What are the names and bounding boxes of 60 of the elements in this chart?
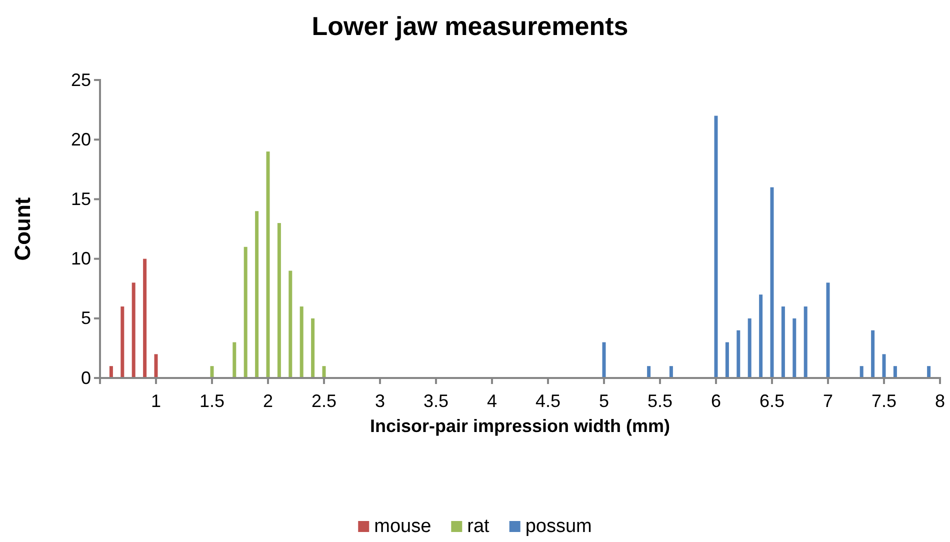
- bar: [714, 116, 718, 378]
- x-tick-label: 8: [934, 390, 946, 411]
- bar: [792, 318, 796, 378]
- x-tick-label: 4.5: [535, 390, 561, 411]
- bar: [882, 354, 886, 378]
- bar: [154, 354, 158, 378]
- bar: [210, 366, 214, 378]
- x-tick-label: 2: [262, 390, 274, 411]
- bar: [748, 318, 752, 378]
- bar: [143, 258, 147, 378]
- bar: [322, 366, 326, 378]
- y-tick-label: 15: [70, 188, 91, 209]
- bar: [781, 306, 785, 378]
- bar: [927, 366, 931, 378]
- bar: [132, 282, 136, 378]
- x-tick-label: 6.5: [759, 390, 785, 411]
- bar: [602, 342, 606, 378]
- x-tick-label: 3: [374, 390, 386, 411]
- bar: [826, 282, 830, 378]
- x-tick-label: 4: [486, 390, 498, 411]
- y-tick-label: 25: [70, 70, 91, 90]
- bar: [759, 294, 763, 378]
- bar: [770, 187, 774, 378]
- legend-label: possum: [525, 516, 592, 537]
- bar: [725, 342, 729, 378]
- bar: [277, 223, 281, 378]
- bar: [860, 366, 864, 378]
- bar: [804, 306, 808, 378]
- y-axis-title: Count: [10, 196, 35, 261]
- x-tick-label: 7: [822, 390, 834, 411]
- y-tick-label: 10: [70, 248, 91, 269]
- chart-title: Lower jaw measurements: [312, 11, 628, 41]
- legend-label: rat: [467, 516, 490, 537]
- bar: [647, 366, 651, 378]
- x-tick-label: 1.5: [199, 390, 225, 411]
- bar: [300, 306, 304, 378]
- y-tick-label: 20: [70, 129, 91, 150]
- x-tick-label: 7.5: [871, 390, 897, 411]
- bar: [109, 366, 113, 378]
- bar: [244, 246, 248, 378]
- bar: [736, 330, 740, 378]
- bar: [893, 366, 897, 378]
- x-axis-title: Incisor-pair impression width (mm): [370, 416, 670, 436]
- bar: [311, 318, 315, 378]
- bar: [288, 270, 292, 378]
- bar: [871, 330, 875, 378]
- bar: [120, 306, 124, 378]
- x-tick-label: 2.5: [311, 390, 337, 411]
- x-tick-label: 3.5: [423, 390, 449, 411]
- bar: [669, 366, 673, 378]
- x-tick-label: 5.5: [647, 390, 673, 411]
- legend-label: mouse: [374, 516, 432, 537]
- x-tick-label: 6: [710, 390, 722, 411]
- y-tick-label: 5: [80, 308, 91, 328]
- bar: [255, 211, 259, 378]
- x-tick-label: 1: [150, 390, 162, 411]
- x-tick-label: 5: [598, 390, 610, 411]
- y-tick-label: 0: [80, 368, 91, 388]
- bar: [232, 342, 236, 378]
- bar: [266, 152, 270, 378]
